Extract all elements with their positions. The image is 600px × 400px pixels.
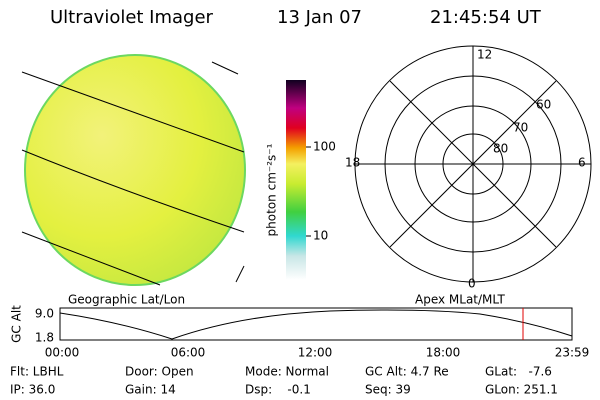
y-tick-label: 1.8 (35, 331, 54, 345)
instrument: Ultraviolet Imager (50, 7, 214, 28)
info-item: IP: 36.0 (10, 383, 55, 397)
info-panel: Flt: LBHL Door: Open Mode: Normal GC Alt… (10, 365, 558, 397)
mlat-label: 70 (513, 121, 528, 135)
info-item: GLon: 251.1 (485, 383, 558, 397)
colorbar-tick: 10 (313, 229, 328, 243)
earth-image (21, 54, 246, 286)
x-tick-label: 06:00 (171, 346, 206, 360)
time: 21:45:54 UT (430, 7, 542, 28)
info-item: Gain: 14 (125, 383, 176, 397)
info-item: Flt: LBHL (10, 365, 64, 379)
colorbar-tick: 100 (313, 140, 336, 154)
plot-title: Geographic Lat/Lon (68, 293, 185, 307)
mlt-label: 6 (578, 156, 586, 170)
mlt-label: 18 (345, 156, 360, 170)
colorbar: 100 10 photon cm⁻²s⁻¹ (265, 80, 336, 280)
x-tick-label: 12:00 (298, 346, 333, 360)
colorbar-label: photon cm⁻²s⁻¹ (265, 143, 279, 236)
info-item: GLat: -7.6 (485, 365, 552, 379)
plot-title: Apex MLat/MLT (415, 293, 505, 307)
polar-grid: 12 18 6 0 60 70 80 (345, 45, 592, 291)
x-tick-label: 23:59 (555, 346, 590, 360)
mlat-label: 80 (493, 142, 508, 156)
mlat-label: 60 (536, 98, 551, 112)
x-tick-label: 18:00 (426, 346, 461, 360)
mlt-label: 12 (477, 48, 492, 62)
altitude-plot: Geographic Lat/Lon Apex MLat/MLT GC Alt … (10, 293, 590, 360)
date: 13 Jan 07 (277, 7, 362, 28)
x-tick-label: 00:00 (45, 346, 80, 360)
info-item: Door: Open (125, 365, 194, 379)
info-item: Seq: 39 (365, 383, 411, 397)
info-item: Dsp: -0.1 (245, 383, 311, 397)
y-tick-label: 9.0 (35, 307, 54, 321)
info-item: GC Alt: 4.7 Re (365, 365, 449, 379)
y-axis-label: GC Alt (10, 305, 24, 343)
mlt-label: 0 (468, 277, 476, 291)
info-item: Mode: Normal (245, 365, 329, 379)
